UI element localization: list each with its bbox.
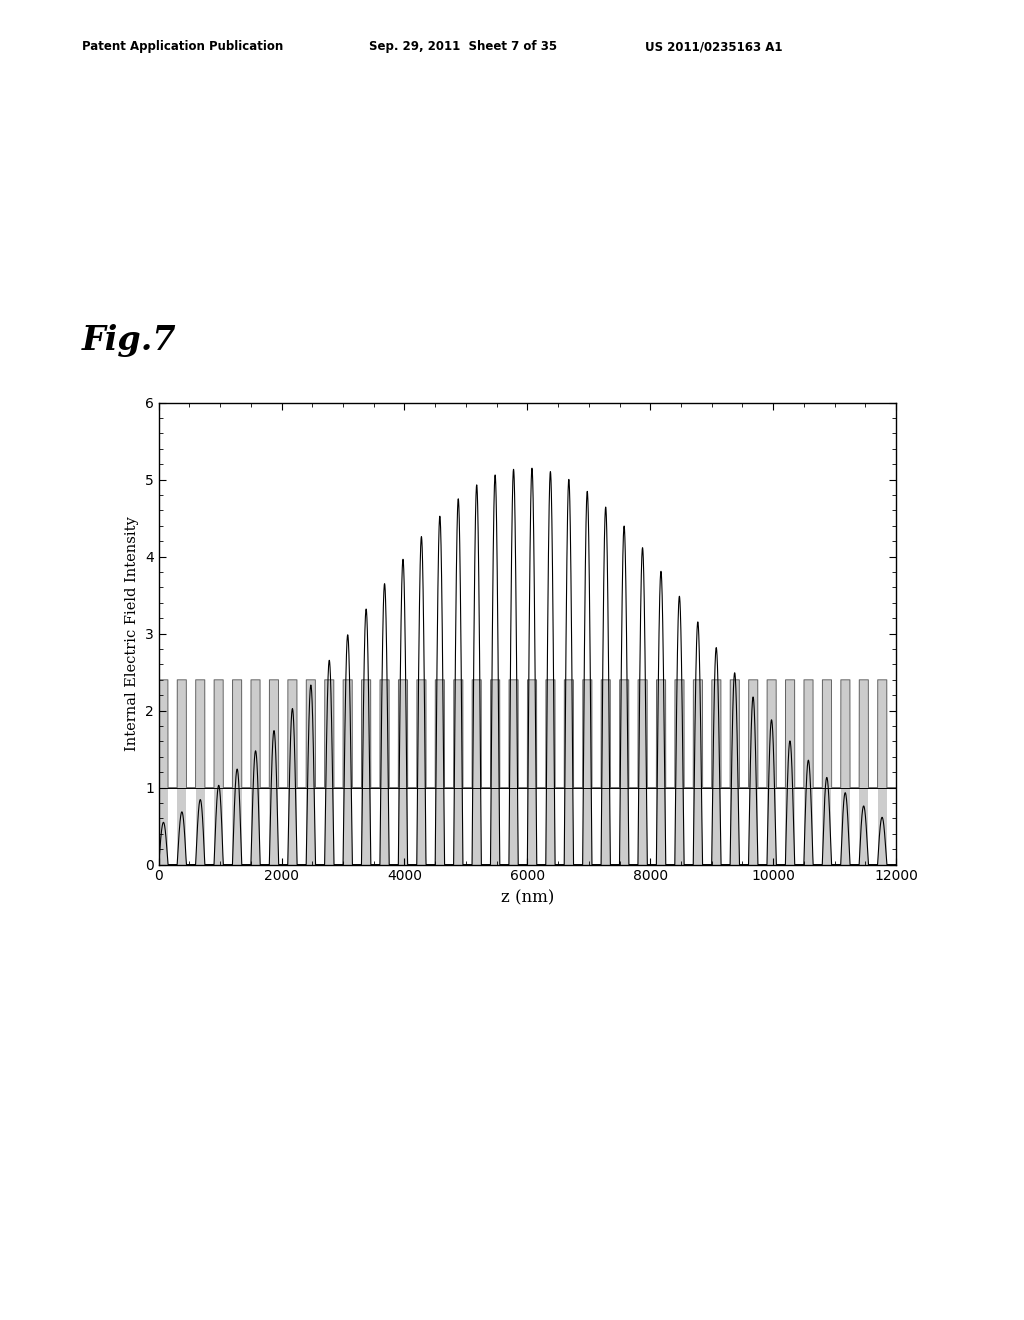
Text: Fig.7: Fig.7	[82, 323, 176, 356]
Text: Patent Application Publication: Patent Application Publication	[82, 40, 284, 53]
Text: US 2011/0235163 A1: US 2011/0235163 A1	[645, 40, 782, 53]
X-axis label: z (nm): z (nm)	[501, 888, 554, 906]
Text: Sep. 29, 2011  Sheet 7 of 35: Sep. 29, 2011 Sheet 7 of 35	[369, 40, 557, 53]
Y-axis label: Internal Electric Field Intensity: Internal Electric Field Intensity	[125, 516, 139, 751]
